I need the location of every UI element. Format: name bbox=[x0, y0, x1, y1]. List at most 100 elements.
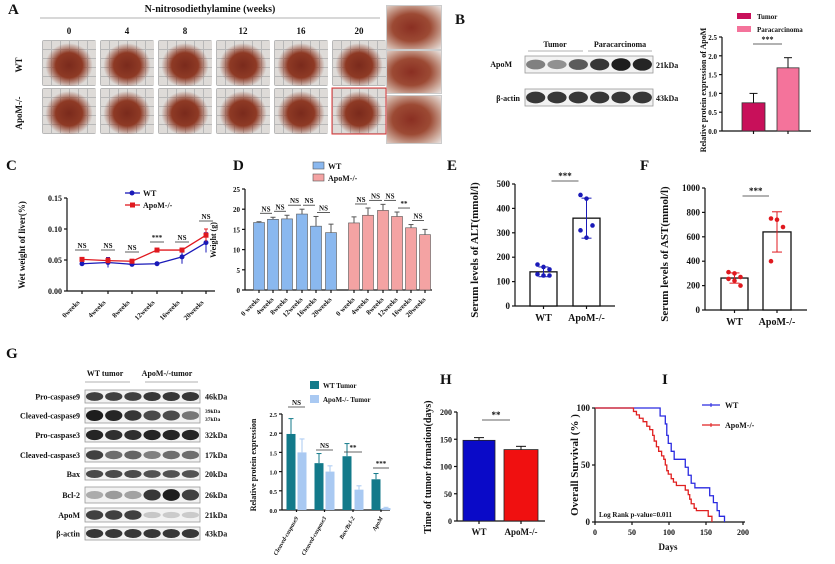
blot-band bbox=[143, 391, 161, 402]
b-bar bbox=[741, 102, 766, 132]
c-line-1 bbox=[81, 234, 207, 262]
i-x-tick-label: 100 bbox=[663, 528, 675, 537]
g-x-tick-label: Bax/Bcl-2 bbox=[339, 516, 357, 542]
c-point bbox=[203, 232, 209, 238]
d-legend-swatch bbox=[312, 161, 325, 170]
liver-photo bbox=[216, 40, 270, 86]
blot-row-label: ApoM bbox=[58, 511, 80, 520]
d-significance: NS bbox=[386, 192, 395, 200]
I-y-tick-label: 100 bbox=[577, 403, 591, 413]
c-x-tick-label: 8weeks bbox=[111, 299, 132, 320]
f-x-label: ApoM-/- bbox=[759, 317, 796, 328]
panel-label-b: B bbox=[455, 12, 465, 28]
e-point bbox=[547, 267, 552, 272]
blot-group-label: WT tumor bbox=[87, 369, 124, 378]
row-label: WT bbox=[14, 57, 24, 72]
f-x-label: WT bbox=[726, 317, 743, 328]
f-point bbox=[732, 278, 737, 284]
c-x-tick-label: 16weeks bbox=[158, 299, 181, 322]
blot-row-label: ApoM bbox=[490, 60, 512, 69]
g-x-tick-label: Cleaved-caspase3 bbox=[301, 516, 328, 557]
H-y-tick-label: 0 bbox=[448, 517, 452, 526]
blot-band bbox=[124, 430, 142, 440]
E-y-tick-label: 0 bbox=[506, 301, 511, 311]
blot-kda-label: 21kDa bbox=[656, 61, 678, 70]
e-point bbox=[541, 264, 546, 270]
d-significance: NS bbox=[357, 196, 366, 204]
blot-band bbox=[124, 528, 142, 539]
D-y-tick-label: 25 bbox=[233, 186, 241, 194]
blot-band bbox=[162, 429, 180, 441]
C-y-tick-label: 0.10 bbox=[48, 225, 62, 234]
f-point bbox=[738, 283, 743, 288]
F-y-tick-label: 0 bbox=[696, 305, 701, 315]
week-label: 20 bbox=[355, 26, 365, 36]
blot-kda-label: 43kDa bbox=[205, 530, 227, 539]
E-y-tick-label: 500 bbox=[497, 179, 511, 189]
c-point bbox=[154, 261, 160, 267]
blot-band bbox=[143, 528, 161, 539]
D-y-tick-label: 15 bbox=[233, 226, 241, 234]
c-significance: NS bbox=[178, 234, 187, 242]
I-y-tick-label: 50 bbox=[581, 460, 591, 470]
d-significance: NS bbox=[319, 204, 328, 212]
blot-band bbox=[105, 430, 123, 440]
blot-band bbox=[105, 490, 123, 500]
c-line-0 bbox=[81, 242, 207, 265]
blot-band bbox=[162, 450, 180, 460]
i-x-tick-label: 200 bbox=[737, 528, 749, 537]
blot-band bbox=[85, 392, 104, 401]
H-y-tick-label: 200 bbox=[440, 408, 452, 417]
d-bar bbox=[267, 219, 279, 291]
blot-band bbox=[568, 59, 588, 70]
f-point bbox=[780, 224, 786, 230]
i-x-tick-label: 0 bbox=[593, 528, 597, 537]
blot-band bbox=[162, 489, 180, 501]
B-y-tick-label: 2.5 bbox=[708, 34, 717, 42]
blot-band bbox=[181, 470, 200, 478]
f-significance: *** bbox=[749, 186, 763, 196]
blot-band bbox=[181, 528, 200, 539]
c-point bbox=[129, 258, 135, 264]
c-significance: *** bbox=[152, 234, 163, 242]
g-bar bbox=[297, 452, 307, 510]
d-significance: NS bbox=[290, 197, 299, 205]
B-y-tick-label: 1.5 bbox=[708, 72, 717, 80]
h-y-label: Time of tumor formation(days) bbox=[423, 400, 434, 533]
c-x-tick-label: 20weeks bbox=[182, 299, 205, 322]
D-y-tick-label: 20 bbox=[233, 206, 241, 214]
blot-band bbox=[632, 91, 652, 104]
H-y-tick-label: 50 bbox=[444, 490, 452, 499]
B-y-tick-label: 1.0 bbox=[708, 90, 717, 98]
blot-band bbox=[85, 450, 104, 460]
f-point bbox=[738, 274, 743, 280]
c-legend-marker bbox=[129, 190, 135, 196]
g-legend-label: WT Tumor bbox=[323, 382, 357, 390]
liver-photo bbox=[42, 40, 96, 86]
d-legend-label: WT bbox=[328, 162, 342, 171]
blot-row-label: β-actin bbox=[56, 530, 80, 539]
g-bar bbox=[325, 471, 335, 510]
c-x-tick-label: 12weeks bbox=[133, 299, 156, 322]
blot-band bbox=[181, 511, 200, 519]
blot-band bbox=[85, 528, 104, 539]
blot-band bbox=[526, 59, 546, 70]
blot-band bbox=[162, 391, 180, 402]
blot-band bbox=[85, 429, 104, 441]
c-point bbox=[203, 240, 209, 246]
E-y-tick-label: 200 bbox=[497, 252, 511, 262]
G-y-tick-label: 0.0 bbox=[270, 509, 278, 515]
week-label: 0 bbox=[67, 26, 72, 36]
blot-row-label: β-actin bbox=[496, 94, 520, 103]
i-legend-label: WT bbox=[725, 401, 739, 410]
liver-photo bbox=[216, 88, 270, 134]
liver-inset-photo bbox=[386, 95, 442, 144]
e-point bbox=[547, 273, 552, 278]
i-annotation: Log Rank p-value=0.011 bbox=[599, 511, 673, 519]
f-point bbox=[732, 271, 737, 276]
blot-band bbox=[143, 450, 161, 460]
week-label: 16 bbox=[297, 26, 307, 36]
G-y-tick-label: 1.5 bbox=[270, 451, 278, 457]
